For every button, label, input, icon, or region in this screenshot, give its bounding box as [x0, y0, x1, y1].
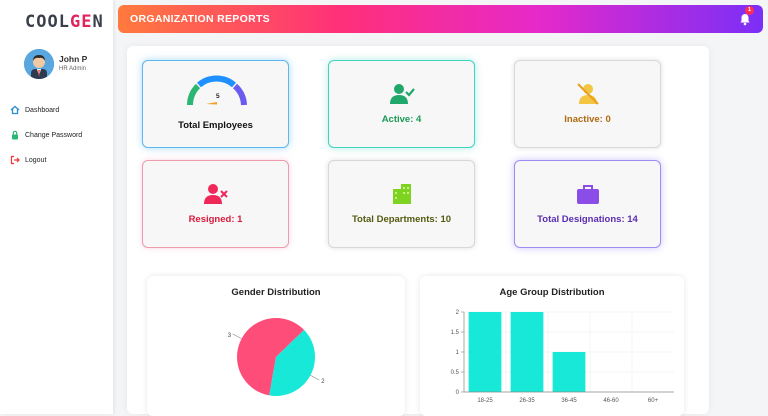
bar — [510, 312, 544, 392]
app-logo[interactable]: COOLGEN — [25, 12, 104, 32]
lock-icon — [12, 130, 18, 140]
gauge-icon: 5 — [187, 75, 247, 106]
sidebar-nav: Dashboard Change Password Logout — [10, 103, 82, 178]
pie-label-line — [310, 375, 320, 381]
notification-badge: 1 — [745, 6, 754, 15]
x-tick-label: 26-35 — [519, 398, 535, 404]
pie-slice — [237, 318, 305, 396]
pie-slice — [269, 329, 315, 396]
bar — [468, 312, 502, 392]
sidebar-item-label: Logout — [25, 156, 47, 164]
briefcase-icon — [576, 185, 599, 204]
y-tick-label: 0.5 — [451, 370, 460, 376]
sidebar-item-change-password[interactable]: Change Password — [10, 128, 82, 142]
y-tick-label: 1.5 — [451, 330, 460, 336]
sidebar-item-logout[interactable]: Logout — [10, 153, 82, 167]
active-label: Active: 4 — [381, 114, 422, 125]
gender-pie-chart: 32 — [228, 318, 325, 396]
sidebar-item-label: Change Password — [25, 131, 83, 139]
y-tick-label: 1 — [456, 350, 460, 356]
home-icon — [10, 105, 20, 115]
resigned-card[interactable]: Resigned: 1 — [142, 160, 289, 248]
avatar — [24, 49, 54, 79]
sidebar-item-label: Dashboard — [25, 106, 60, 114]
departments-card[interactable]: Total Departments: 10 — [328, 160, 475, 248]
total-employees-value: 5 — [216, 93, 220, 100]
y-tick-label: 0 — [456, 390, 460, 396]
active-card[interactable]: Active: 4 — [328, 60, 475, 148]
pie-label: 3 — [228, 333, 232, 339]
chart-title: Gender Distribution — [231, 287, 321, 298]
age-bar-chart: 0 0.5 1 1.5 2 18-25 26-35 36-45 46-60 60+ — [451, 310, 674, 404]
age-chart-card: Age Group Distribution 0 0.5 1 1.5 2 18-25 26-… — [420, 276, 684, 416]
building-icon — [392, 184, 411, 204]
pie-label: 2 — [321, 379, 325, 385]
x-tick-label: 18-25 — [477, 398, 493, 404]
pie-label-line — [232, 333, 242, 339]
y-tick-label: 2 — [456, 310, 460, 316]
designations-card[interactable]: Total Designations: 14 — [514, 160, 661, 248]
total-employees-label: Total Employees — [178, 120, 253, 131]
page-title: ORGANIZATION REPORTS — [130, 13, 270, 25]
inactive-card[interactable]: Inactive: 0 — [514, 60, 661, 148]
x-tick-label: 46-60 — [603, 398, 619, 404]
total-employees-card[interactable]: 5 Total Employees — [142, 60, 289, 148]
bar — [552, 352, 586, 392]
chart-title: Age Group Distribution — [499, 287, 605, 298]
inactive-label: Inactive: 0 — [564, 114, 611, 125]
x-tick-label: 36-45 — [561, 398, 577, 404]
sidebar-item-dashboard[interactable]: Dashboard — [10, 103, 82, 117]
designations-label: Total Designations: 14 — [537, 214, 638, 225]
user-times-icon — [203, 184, 228, 204]
bell-icon[interactable] — [738, 12, 752, 26]
resigned-label: Resigned: 1 — [188, 214, 243, 225]
header-bar: ORGANIZATION REPORTS 1 — [118, 5, 763, 33]
user-slash-icon — [576, 83, 599, 105]
logout-icon — [10, 155, 20, 165]
user-role: HR Admin — [59, 66, 87, 72]
departments-label: Total Departments: 10 — [351, 214, 452, 225]
sidebar: COOLGEN John P HR Admin Dashboard Change… — [0, 0, 113, 414]
x-tick-label: 60+ — [648, 398, 659, 404]
user-check-icon — [389, 84, 415, 104]
user-name: John P — [59, 54, 88, 64]
